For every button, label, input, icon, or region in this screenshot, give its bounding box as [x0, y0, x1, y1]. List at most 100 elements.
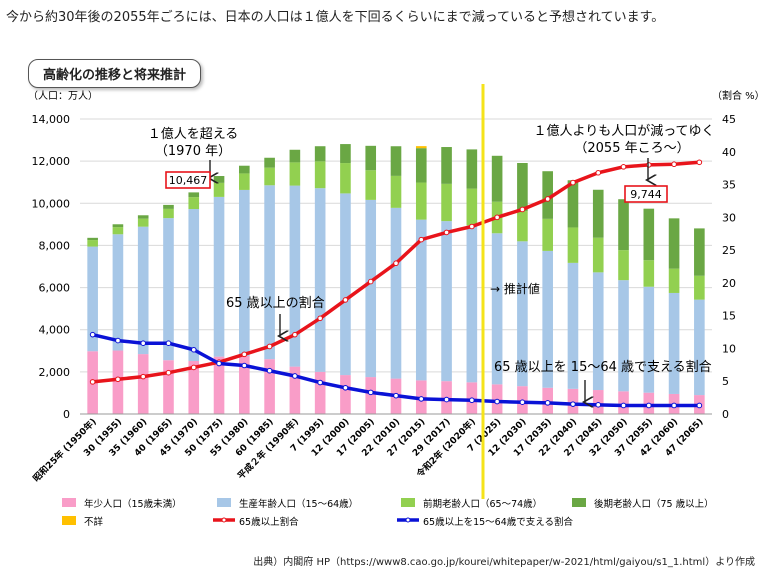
- bar-working: [188, 209, 200, 362]
- bar-young: [340, 375, 351, 414]
- future-value-box: [624, 185, 668, 203]
- support-line-point: [216, 360, 222, 367]
- bar-working: [441, 221, 452, 382]
- ratio-line-point: [317, 315, 323, 322]
- bar-young: [163, 360, 174, 414]
- bar-young: [137, 354, 149, 414]
- projection-label: → 推計値: [490, 281, 540, 296]
- support-line-point: [418, 396, 425, 402]
- y-right-axis-label: （割合 %）: [712, 89, 765, 102]
- ratio-line-point: [266, 343, 273, 350]
- bar-young: [592, 390, 604, 414]
- y-left-ticks: 0 2,000 4,000 6,000 8,000 10,000 12,000 14,000: [32, 113, 71, 421]
- bar-young: [365, 377, 377, 414]
- support-line-point: [671, 402, 677, 409]
- ratio-line-point: [646, 162, 652, 168]
- ratio-line-point: [443, 229, 450, 236]
- source-text: 出典）内閣府 HP（https://www8.cao.go.jp/kourei/…: [253, 557, 755, 568]
- legend-swatch: [62, 516, 76, 525]
- bar-elderly-early: [668, 268, 680, 293]
- bar-young: [618, 391, 629, 414]
- y-left-tick-label: 0: [63, 408, 70, 421]
- bar-elderly-early: [188, 197, 200, 210]
- support-line-point: [544, 400, 551, 406]
- support-line-point: [393, 392, 399, 399]
- y-left-tick-label: 8,000: [39, 239, 71, 252]
- y-right-tick-label: 30: [722, 211, 736, 224]
- bar-elderly-early: [466, 188, 478, 226]
- support-line-point: [696, 402, 703, 409]
- y-right-tick-label: 5: [722, 375, 729, 388]
- ratio-line-point: [494, 214, 500, 221]
- ratio-line-point: [469, 223, 475, 230]
- ratio-line-point: [595, 169, 602, 176]
- bar-working: [137, 226, 149, 355]
- bar-elderly-early: [542, 218, 553, 251]
- bar-working: [264, 185, 275, 360]
- bar-young: [264, 359, 275, 414]
- legend-label: 年少人口（15歳未満）: [84, 498, 182, 510]
- bar-working: [314, 188, 326, 372]
- y-right-tick-label: 25: [722, 244, 736, 257]
- legend-label: 生産年齢人口（15～64歳）: [239, 498, 358, 510]
- bar-young: [188, 361, 200, 414]
- bar-elderly-late: [618, 199, 629, 251]
- bar-elderly-early: [314, 161, 326, 189]
- annotations: １億人を超える （1970 年） 10,467 １億人よりも人口が減ってゆく （…: [148, 84, 715, 499]
- bar-working: [542, 250, 553, 388]
- bar-young: [289, 366, 301, 414]
- ratio-line-point: [696, 159, 703, 166]
- bar-elderly-late: [643, 208, 655, 261]
- bar-elderly-early: [694, 275, 705, 300]
- y-left-axis-label: （人口：万人）: [28, 90, 98, 102]
- legend-swatch: [572, 498, 586, 507]
- bar-elderly-early: [415, 182, 427, 220]
- ratio-line-point: [342, 297, 349, 303]
- support-label: 65 歳以上を 15～64 歳で支える割合: [494, 359, 712, 375]
- bar-working: [340, 193, 351, 376]
- bar-elderly-late: [668, 218, 680, 269]
- ratio-label: 65 歳以上の割合: [226, 295, 325, 311]
- bar-elderly-late: [694, 228, 705, 276]
- future-text-1: １億人よりも人口が減ってゆく: [533, 123, 714, 139]
- support-line-point: [241, 362, 248, 369]
- bar-working: [112, 234, 124, 351]
- ratio-line-point: [519, 206, 526, 213]
- bar-working: [592, 272, 604, 391]
- bar-elderly-early: [643, 260, 655, 287]
- bar-elderly-late: [87, 237, 98, 241]
- support-line-point: [519, 399, 526, 406]
- support-line-point: [165, 340, 172, 347]
- support-line-point: [115, 337, 121, 344]
- ratio-line-point: [89, 379, 96, 385]
- bar-elderly-late: [365, 145, 377, 171]
- bar-elderly-late: [390, 146, 402, 176]
- bar-young: [213, 356, 225, 414]
- bar-working: [365, 199, 377, 378]
- bar-elderly-early: [365, 170, 377, 200]
- support-line-point: [646, 402, 652, 409]
- bar-young: [314, 371, 326, 414]
- support-line-point: [140, 340, 146, 347]
- bar-working: [390, 207, 402, 379]
- support-line-point: [367, 389, 374, 396]
- ratio-line-point: [292, 331, 298, 338]
- peak-value: 10,467: [169, 174, 208, 187]
- bar-elderly-early: [289, 162, 301, 186]
- y-right-ticks: 0 5 10 15 20 25 30 35 40 45: [722, 113, 736, 421]
- line-series: [89, 159, 703, 409]
- bar-elderly-early: [213, 182, 225, 197]
- support-line-point: [570, 401, 576, 407]
- ratio-line-point: [393, 260, 399, 267]
- ratio-line-point: [367, 278, 374, 285]
- legend-label: 不詳: [84, 516, 104, 528]
- bar-elderly-early: [239, 173, 250, 190]
- bar-elderly-early: [264, 167, 275, 186]
- y-right-tick-label: 15: [722, 310, 736, 323]
- bar-working: [491, 233, 503, 385]
- future-text-2: （2055 年ころ～）: [574, 141, 689, 156]
- bar-elderly-late: [213, 176, 225, 183]
- bar-working: [239, 189, 250, 357]
- legend-label: 後期老齢人口（75 歳以上）: [594, 498, 714, 510]
- legend-label: 65歳以上を15～64歳で支える割合: [423, 516, 573, 528]
